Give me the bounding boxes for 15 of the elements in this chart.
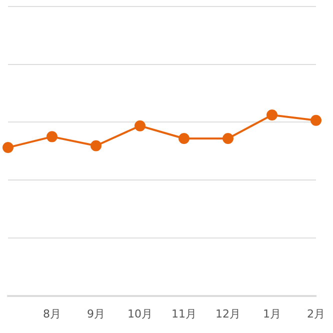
point	[90, 140, 102, 152]
point	[310, 114, 322, 126]
x-tick-label: 2月	[307, 307, 325, 320]
point	[178, 132, 190, 144]
point	[134, 120, 146, 132]
x-tick-label: 1月	[263, 307, 281, 320]
point	[266, 109, 278, 120]
x-tick-label: 9月	[87, 307, 105, 320]
x-tick-label: 8月	[43, 307, 61, 320]
x-tick-label: 10月	[128, 307, 152, 320]
x-tick-label: 11月	[172, 307, 196, 320]
point	[2, 142, 14, 154]
point	[46, 131, 58, 142]
x-tick-label: 12月	[216, 307, 240, 320]
point	[222, 132, 234, 144]
